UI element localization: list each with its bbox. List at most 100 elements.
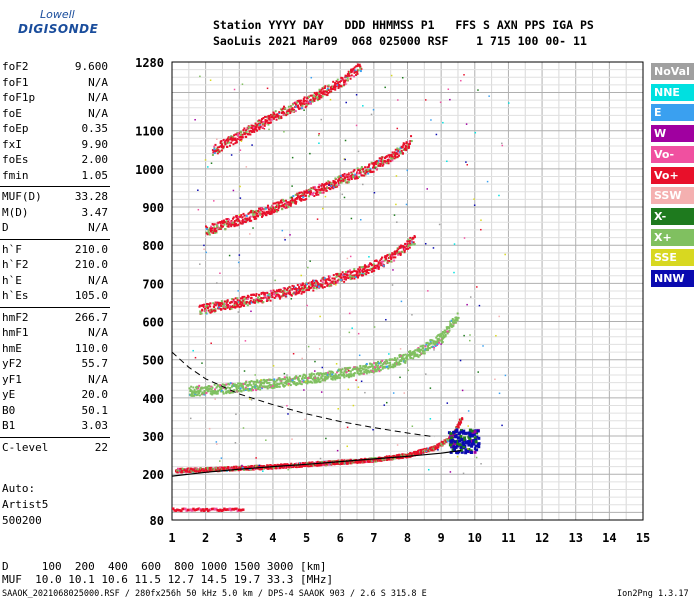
echo-dot xyxy=(314,189,317,192)
echo-dot xyxy=(265,210,268,213)
echo-dot xyxy=(213,306,216,309)
echo-dot xyxy=(342,372,345,375)
echo-dot xyxy=(252,129,255,132)
echo-dot xyxy=(462,429,466,433)
echo-dot xyxy=(332,179,335,182)
noise-dot xyxy=(231,382,233,385)
echo-dot xyxy=(214,466,217,469)
echo-dot xyxy=(186,467,189,470)
noise-dot xyxy=(251,144,253,146)
echo-dot xyxy=(226,145,229,148)
echo-dot xyxy=(270,113,273,116)
noise-dot xyxy=(197,208,200,211)
echo-dot xyxy=(255,389,258,392)
echo-dot xyxy=(193,393,196,396)
echo-dot xyxy=(317,376,320,379)
noise-dot xyxy=(384,86,386,89)
noise-dot xyxy=(258,213,260,215)
echo-dot xyxy=(324,280,327,283)
echo-dot xyxy=(261,213,264,216)
echo-dot xyxy=(345,276,348,279)
echo-dot xyxy=(409,350,412,353)
echo-dot xyxy=(375,460,378,463)
echo-dot xyxy=(383,159,386,162)
echo-dot xyxy=(460,421,463,424)
echo-dot xyxy=(380,260,383,263)
echo-dot xyxy=(247,133,250,136)
echo-dot xyxy=(388,455,391,458)
echo-dot xyxy=(264,122,267,125)
echo-dot xyxy=(448,443,452,447)
echo-dot xyxy=(379,160,382,163)
echo-dot xyxy=(328,370,331,373)
echo-dot xyxy=(347,374,350,377)
echo-dot xyxy=(270,116,273,119)
echo-dot xyxy=(325,372,328,375)
echo-dot xyxy=(300,191,303,194)
echo-dot xyxy=(282,198,285,201)
noise-dot xyxy=(425,373,427,375)
echo-dot xyxy=(340,79,343,82)
echo-dot xyxy=(428,449,431,452)
echo-dot xyxy=(337,84,340,87)
echo-dot xyxy=(205,468,208,471)
echo-dot xyxy=(344,177,347,180)
echo-dot xyxy=(210,225,213,228)
noise-dot xyxy=(337,408,339,410)
noise-dot xyxy=(373,326,376,328)
echo-dot xyxy=(312,187,315,190)
echo-dot xyxy=(299,380,302,383)
param-value: 3.03 xyxy=(81,419,109,432)
echo-dot xyxy=(259,121,262,124)
echo-dot xyxy=(241,218,244,221)
echo-dot xyxy=(335,184,338,187)
echo-dot xyxy=(454,319,457,322)
echo-dot xyxy=(359,70,362,73)
echo-dot xyxy=(444,333,447,336)
echo-dot xyxy=(225,138,228,141)
echo-dot xyxy=(200,470,203,473)
echo-dot xyxy=(263,380,266,383)
echo-dot xyxy=(211,392,214,395)
echo-dot xyxy=(380,158,383,161)
echo-dot xyxy=(353,268,356,271)
echo-dot xyxy=(270,464,273,467)
echo-dot xyxy=(312,464,315,467)
echo-dot xyxy=(458,421,461,424)
echo-dot xyxy=(213,388,216,391)
noise-dot xyxy=(204,159,207,161)
echo-dot xyxy=(329,281,332,284)
echo-dot xyxy=(365,171,368,174)
echo-dot xyxy=(258,295,261,298)
echo-dot xyxy=(437,340,440,343)
echo-dot xyxy=(449,320,452,323)
echo-dot xyxy=(277,202,280,205)
echo-dot xyxy=(242,382,245,385)
echo-dot xyxy=(245,384,248,387)
noise-dot xyxy=(362,183,364,186)
echo-dot xyxy=(470,434,474,438)
echo-dot xyxy=(346,75,349,78)
echo-dot xyxy=(442,330,445,333)
echo-dot xyxy=(299,107,302,110)
echo-dot xyxy=(259,123,262,126)
echo-dot xyxy=(350,271,353,274)
echo-dot xyxy=(443,442,446,445)
echo-dot xyxy=(459,420,462,423)
noise-dot xyxy=(476,447,478,449)
echo-dot xyxy=(359,272,362,275)
echo-dot xyxy=(358,63,361,66)
noise-dot xyxy=(440,343,442,345)
noise-dot xyxy=(287,413,289,415)
echo-dot xyxy=(267,296,270,299)
echo-dot xyxy=(230,223,233,226)
echo-dot xyxy=(286,287,289,290)
echo-dot xyxy=(345,371,348,374)
echo-dot xyxy=(369,369,372,372)
echo-dot xyxy=(353,274,356,277)
noise-dot xyxy=(348,312,351,315)
echo-dot xyxy=(282,107,285,110)
echo-dot xyxy=(362,170,365,173)
echo-dot xyxy=(335,181,338,184)
echo-dot xyxy=(301,104,304,107)
